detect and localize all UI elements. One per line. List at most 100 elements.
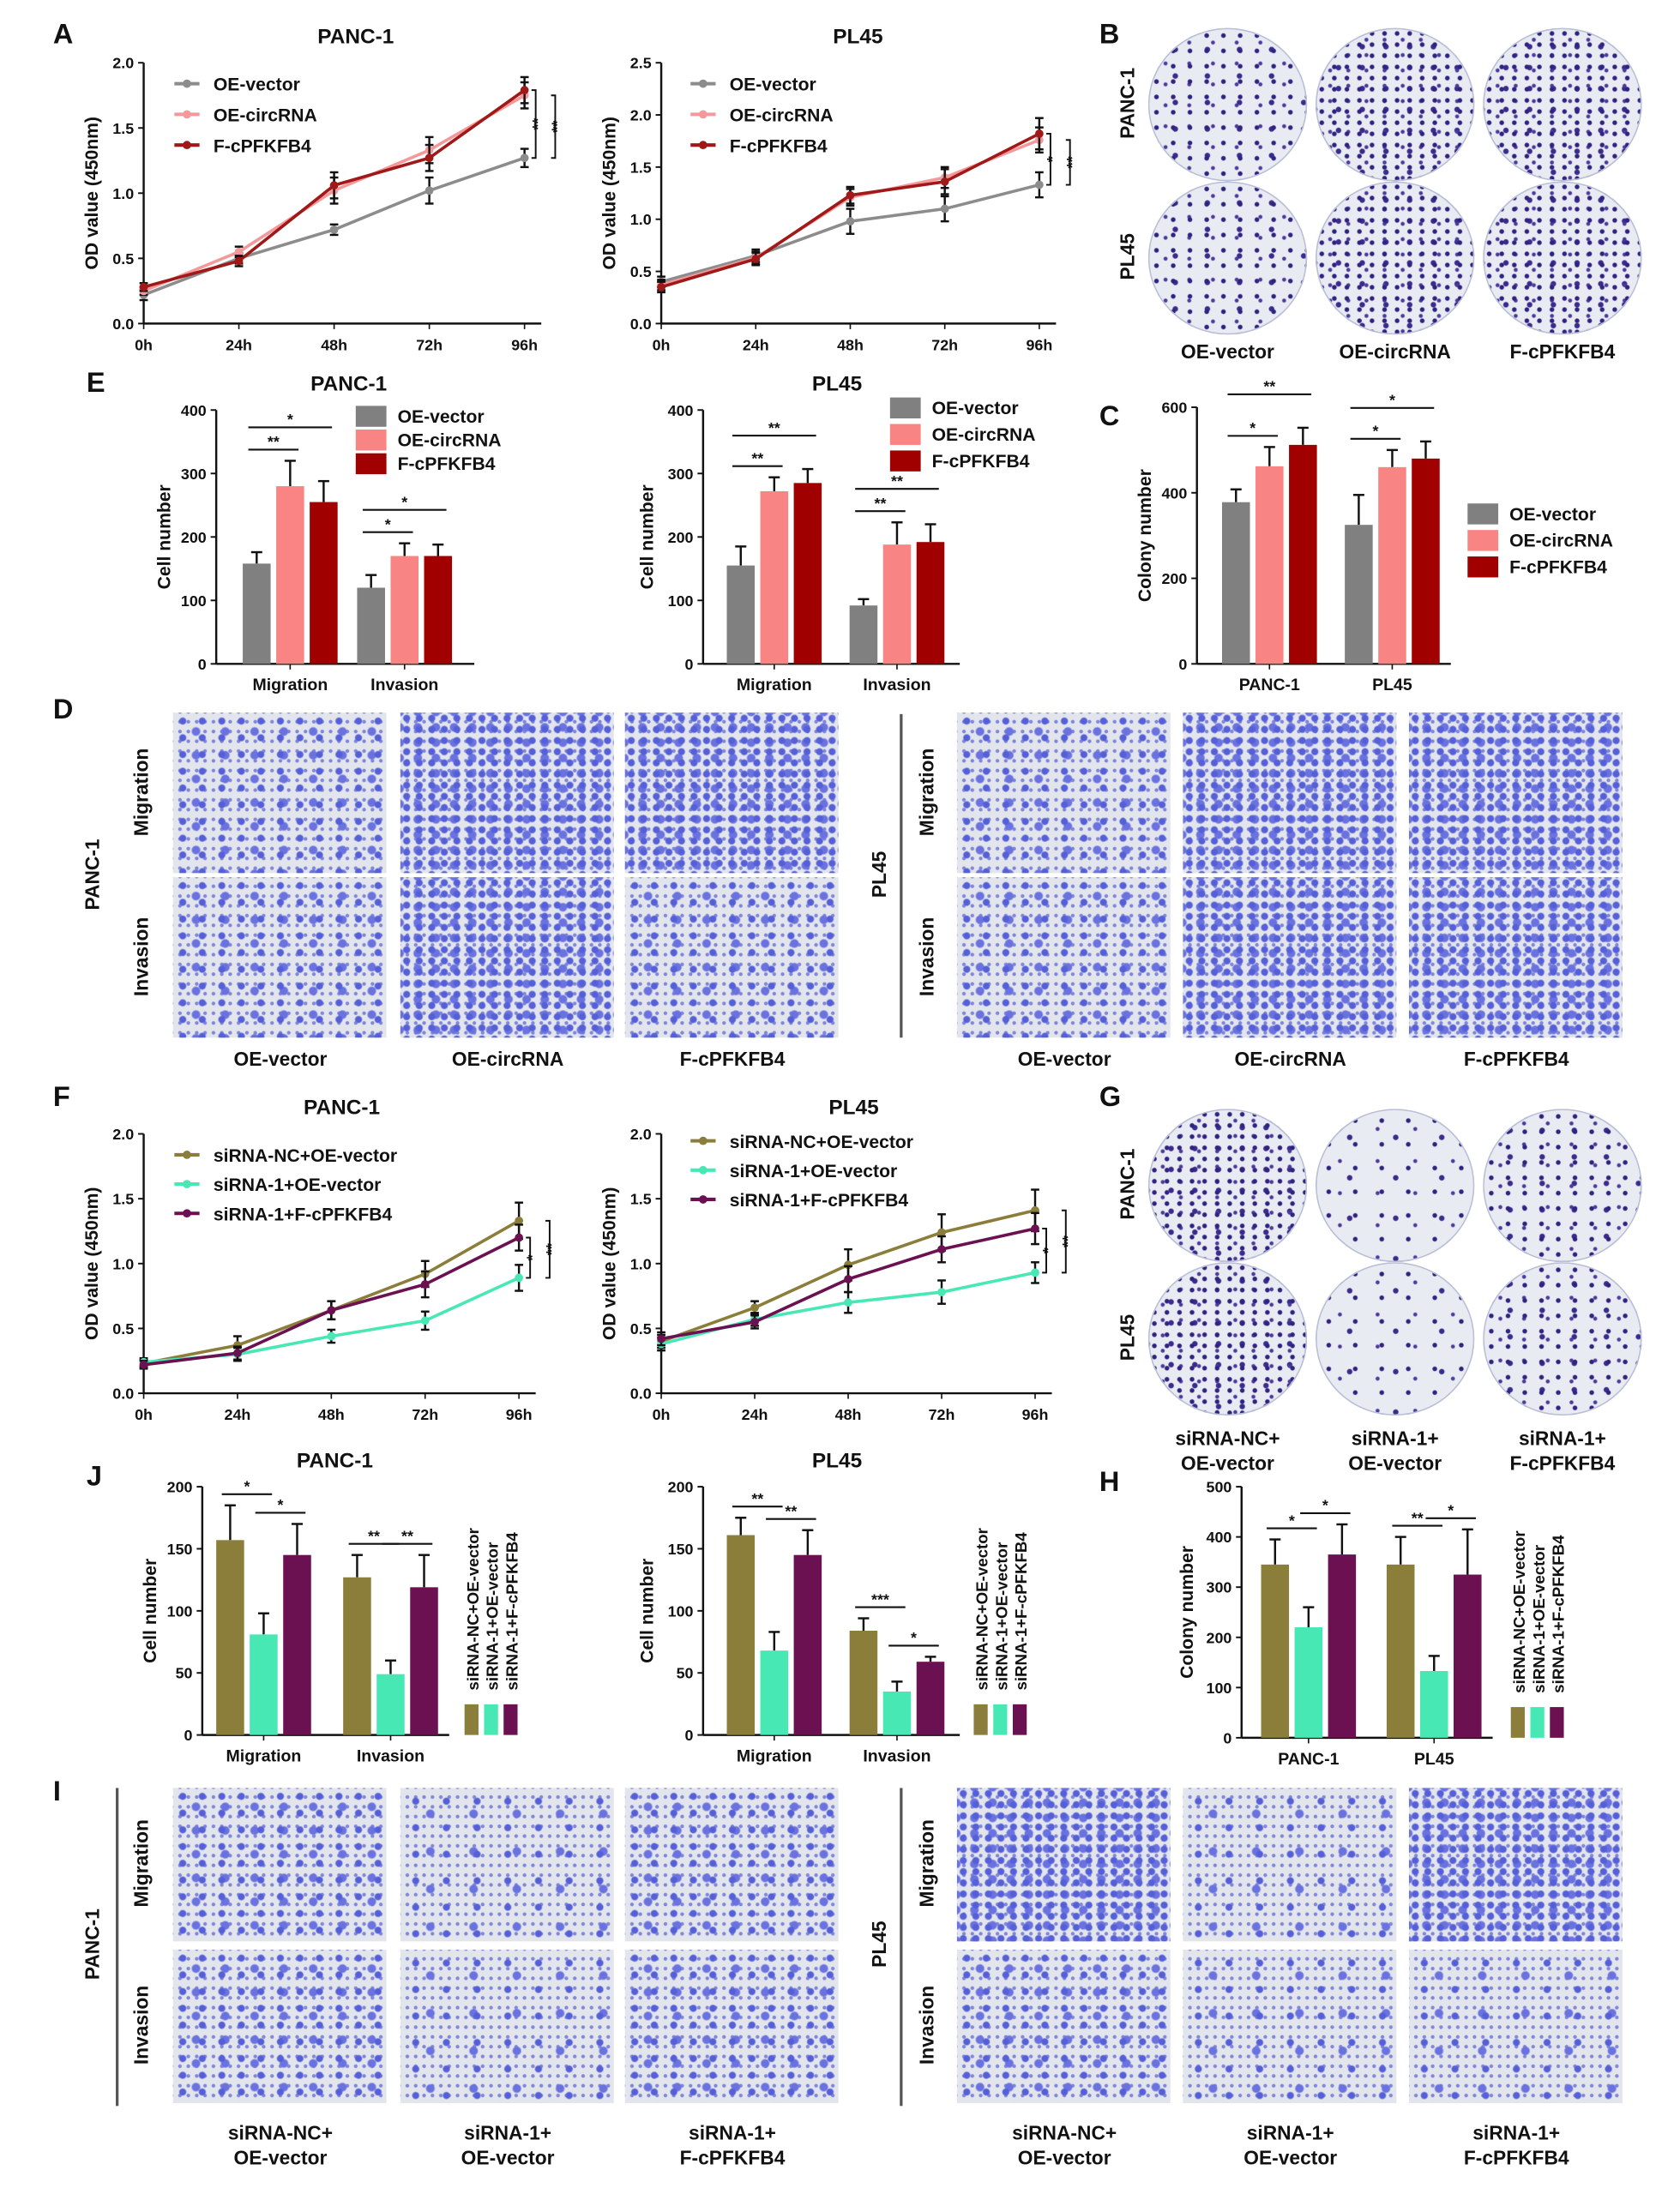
bar	[882, 544, 912, 664]
micrograph-image	[1408, 1788, 1623, 1942]
column-label: OE-vector	[1017, 1047, 1111, 1070]
bar	[343, 1577, 371, 1735]
chart-e1: PANC-1 Cell number 0 100 200 300 400 Migration I…	[154, 372, 501, 694]
legend-swatch	[1530, 1707, 1545, 1738]
column-label: OE-vector	[233, 1047, 328, 1070]
data-point	[1031, 1268, 1039, 1277]
column-label-line: OE-vector	[233, 2146, 328, 2169]
y-tick-label: 2.0	[112, 1126, 134, 1143]
data-point	[750, 1317, 759, 1326]
legend-label: OE-circRNA	[1509, 532, 1613, 551]
chart-title: PANC-1	[310, 372, 387, 395]
data-point	[139, 1360, 148, 1369]
panel-label-g: G	[1099, 1082, 1122, 1114]
significance-label: **	[543, 1243, 560, 1255]
colony-plate-image	[1147, 181, 1308, 335]
significance-label: *	[244, 1478, 250, 1495]
legend-swatch	[889, 450, 921, 472]
micrograph-image	[1408, 877, 1623, 1038]
micrograph-image	[1408, 1950, 1623, 2104]
panel-label-b: B	[1099, 19, 1120, 51]
data-point	[234, 256, 244, 266]
column-label: OE-circRNA	[1234, 1047, 1346, 1070]
y-tick-label: 1.5	[630, 1191, 652, 1208]
y-tick-label: 300	[181, 466, 207, 483]
legend-label: F-cPFKFB4	[214, 136, 311, 156]
y-tick-label: 100	[167, 1602, 193, 1620]
column-label: siRNA-NC+ OE-vector	[953, 2120, 1176, 2171]
column-label-line: OE-circRNA	[1339, 340, 1451, 363]
data-point	[234, 247, 244, 256]
bar	[793, 1554, 822, 1735]
y-tick-label: 200	[668, 529, 694, 546]
data-point	[846, 190, 855, 200]
x-tick-label: 0h	[653, 336, 671, 353]
micrograph-image	[400, 1788, 614, 1942]
legend-label: OE-circRNA	[730, 106, 834, 126]
legend-label: OE-vector	[214, 75, 300, 95]
x-tick-label: 24h	[742, 1406, 768, 1423]
significance-label: **	[1412, 1509, 1424, 1526]
divider	[116, 1788, 118, 2107]
y-tick-label: 0.5	[112, 250, 134, 267]
data-point	[515, 1216, 524, 1225]
legend-label: siRNA-1+OE-vector	[214, 1175, 381, 1195]
x-tick-label: 96h	[1022, 1406, 1049, 1423]
data-point	[657, 1334, 665, 1343]
y-tick-label: 1.5	[112, 1191, 134, 1208]
significance-label: *	[1448, 1502, 1454, 1519]
y-axis-label: OD value (450nm)	[82, 117, 102, 269]
bar	[250, 1634, 278, 1735]
legend-label: siRNA-1+F-cPFKFB4	[730, 1191, 909, 1211]
x-tick-label: 96h	[506, 1406, 533, 1423]
data-point	[420, 1316, 430, 1325]
micrograph-image	[1408, 712, 1623, 874]
column-label-line: OE-vector	[1181, 1452, 1274, 1475]
x-tick-label: 48h	[318, 1406, 345, 1423]
x-tick-label: 48h	[835, 1406, 862, 1423]
legend-swatch	[1550, 1707, 1564, 1738]
bar	[916, 1662, 945, 1735]
bar	[1256, 466, 1284, 664]
y-axis-label: Colony number	[1135, 469, 1155, 602]
x-tick-label: 0h	[135, 1406, 153, 1423]
legend-label: siRNA-NC+OE-vector	[1510, 1530, 1528, 1693]
bar	[357, 587, 385, 664]
y-axis-label: Cell number	[154, 484, 174, 589]
legend-label: siRNA-1+OE-vector	[484, 1542, 502, 1691]
significance-label: **	[768, 419, 780, 436]
colony-plate-image	[1483, 181, 1642, 335]
micrograph-image	[624, 1788, 839, 1942]
significance-label: *	[1289, 1512, 1295, 1529]
significance-label: *	[1039, 1247, 1057, 1253]
significance-label: **	[549, 121, 566, 133]
legend-swatch	[1510, 1707, 1525, 1738]
column-label-line: siRNA-1+	[689, 2121, 776, 2144]
legend-swatch	[889, 424, 921, 445]
panel-label-a: A	[52, 19, 74, 51]
y-tick-label: 200	[181, 529, 207, 546]
bar	[310, 502, 338, 664]
data-point	[846, 217, 855, 226]
colony-plate-image	[1315, 1109, 1475, 1263]
y-tick-label: 0	[198, 656, 207, 673]
significance-label: **	[891, 472, 903, 490]
legend-label: siRNA-NC+OE-vector	[973, 1528, 991, 1691]
data-point	[657, 282, 665, 292]
legend-swatch	[993, 1704, 1008, 1735]
x-tick-label: Invasion	[370, 676, 438, 694]
y-tick-label: 1.0	[630, 211, 652, 228]
bar	[1378, 466, 1406, 664]
column-label-line: F-cPFKFB4	[679, 2146, 786, 2169]
y-tick-label: 400	[1161, 484, 1187, 502]
micrograph-image	[400, 712, 614, 874]
y-axis-label: Cell number	[637, 1559, 657, 1663]
micrograph-image	[172, 1950, 387, 2104]
column-label: siRNA-1+ F-cPFKFB4	[1451, 1425, 1674, 1476]
data-point	[751, 255, 761, 263]
column-label: F-cPFKFB4	[1451, 339, 1674, 364]
y-tick-label: 0	[1223, 1729, 1231, 1746]
chart-c: Colony number 0 200 400 600 PANC-1 PL45 OE-vect…	[1135, 378, 1613, 695]
significance-bracket	[526, 1236, 532, 1279]
column-label: F-cPFKFB4	[679, 1047, 786, 1070]
